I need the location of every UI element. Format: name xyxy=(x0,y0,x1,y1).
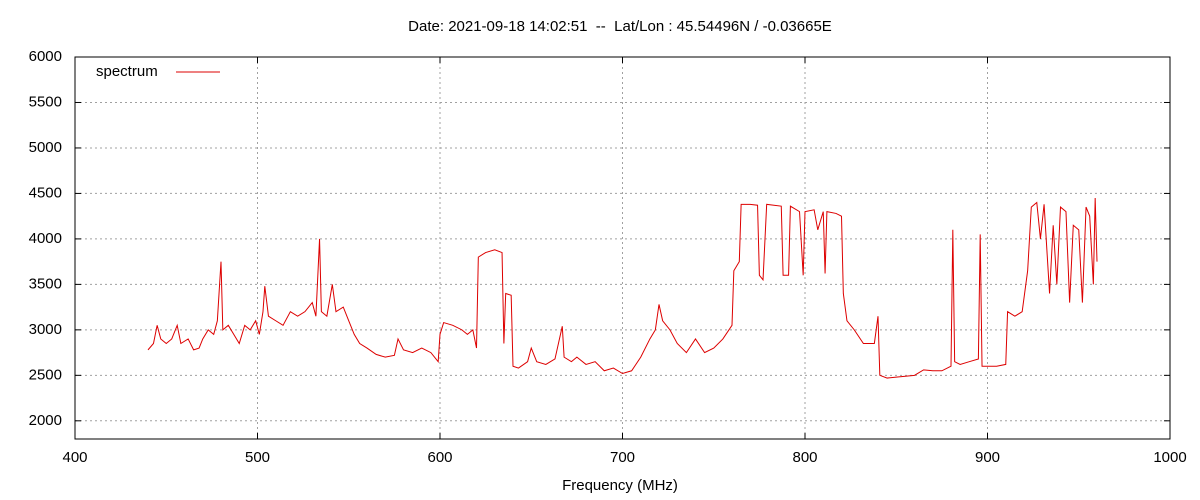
y-tick-label: 4500 xyxy=(29,184,62,201)
x-tick-label: 500 xyxy=(245,449,270,466)
y-tick-label: 6000 xyxy=(29,48,62,65)
x-tick-label: 900 xyxy=(975,449,1000,466)
y-tick-label: 2500 xyxy=(29,366,62,383)
plot-frame xyxy=(74,56,1171,440)
x-axis-label: Frequency (MHz) xyxy=(562,477,678,494)
x-tick-label: 600 xyxy=(427,449,452,466)
y-tick-label: 2000 xyxy=(29,412,62,429)
x-tick-label: 700 xyxy=(610,449,635,466)
y-tick-label: 5500 xyxy=(29,93,62,110)
x-tick-label: 1000 xyxy=(1153,449,1186,466)
y-tick-label: 3500 xyxy=(29,275,62,292)
x-tick-label: 800 xyxy=(792,449,817,466)
y-tick-label: 3000 xyxy=(29,321,62,338)
legend-label: spectrum xyxy=(96,63,158,80)
y-tick-label: 5000 xyxy=(29,139,62,156)
data-line xyxy=(147,197,1098,379)
y-tick-label: 4000 xyxy=(29,230,62,247)
x-tick-label: 400 xyxy=(62,449,87,466)
chart-title: Date: 2021-09-18 14:02:51 -- Lat/Lon : 4… xyxy=(408,18,832,35)
